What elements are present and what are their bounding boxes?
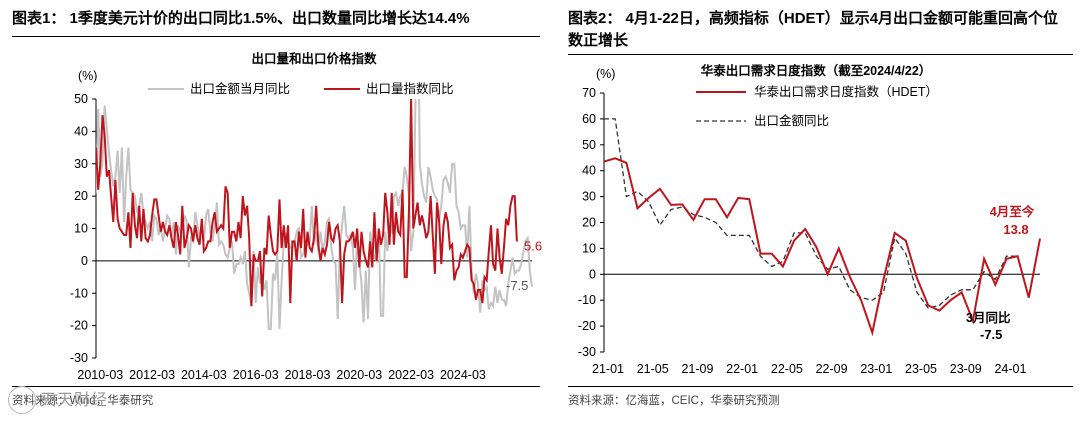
y-tick-label: 30 bbox=[74, 157, 88, 171]
y-tick-label: 0 bbox=[81, 254, 88, 268]
end-label-export-value: -7.5 bbox=[506, 278, 528, 293]
x-tick-label: 23-09 bbox=[950, 362, 982, 376]
right-chart: -30 -20 -10 0 10 20 30 40 50 60 70(%) 21-01 21-05 21-… bbox=[578, 67, 1041, 376]
end-label-export-volume: 5.6 bbox=[524, 239, 542, 254]
figure-right: 图表2： 4月1-22日，高频指标（HDET）显示4月出口金额可能重回高个位数正… bbox=[556, 0, 1076, 421]
x-tick-label: 22-01 bbox=[726, 362, 758, 376]
x-tick-label: 2014-03 bbox=[181, 368, 227, 382]
x-tick-label: 21-05 bbox=[637, 362, 669, 376]
series-line-export-value bbox=[96, 99, 533, 330]
y-tick-label: 20 bbox=[74, 189, 88, 203]
y-tick-label: 60 bbox=[582, 112, 596, 126]
x-tick-label: 23-01 bbox=[860, 362, 892, 376]
y-axis-unit: (%) bbox=[78, 69, 97, 83]
y-tick-label: 30 bbox=[582, 190, 596, 204]
annotation-march-label: 3月同比 bbox=[966, 310, 1011, 325]
y-tick-label: 50 bbox=[582, 138, 596, 152]
x-tick-label: 2016-03 bbox=[233, 368, 279, 382]
series-line-hdet bbox=[603, 157, 1041, 337]
y-tick-label: 70 bbox=[582, 86, 596, 100]
x-tick-label: 22-05 bbox=[771, 362, 803, 376]
y-tick-label: 10 bbox=[582, 241, 596, 255]
series-line-export-value bbox=[604, 118, 1018, 309]
x-tick-label: 2018-03 bbox=[285, 368, 331, 382]
y-tick-label: 0 bbox=[589, 267, 596, 281]
y-axis-unit: (%) bbox=[596, 67, 615, 81]
watermark-logo-icon bbox=[8, 386, 36, 414]
chart-title: 出口量和出口价格指数 bbox=[251, 52, 377, 66]
y-tick-label: -30 bbox=[70, 351, 88, 365]
y-tick-label: -30 bbox=[578, 345, 596, 359]
y-tick-label: -20 bbox=[578, 319, 596, 333]
annotation-april-label: 4月至今 bbox=[990, 204, 1035, 219]
x-tick-label: 2022-03 bbox=[388, 368, 434, 382]
title-rule bbox=[12, 36, 540, 37]
legend-label-export-value: 出口金额当月同比 bbox=[190, 81, 290, 96]
x-tick-label: 21-01 bbox=[592, 362, 624, 376]
legend-label-export-volume: 出口量指数同比 bbox=[366, 81, 454, 96]
x-tick-label: 2020-03 bbox=[336, 368, 382, 382]
x-tick-label: 22-09 bbox=[816, 362, 848, 376]
figure-title: 图表2： 4月1-22日，高频指标（HDET）显示4月出口金额可能重回高个位数正… bbox=[568, 10, 1059, 49]
source-rule bbox=[12, 386, 540, 387]
figure-left: 图表1： 1季度美元计价的出口同比1.5%、出口数量同比增长达14.4% 出口量… bbox=[8, 10, 542, 414]
chart-title: 华泰出口需求日度指数（截至2024/4/22） bbox=[700, 64, 932, 78]
series-line-export-volume bbox=[96, 99, 518, 307]
x-tick-label: 2010-03 bbox=[77, 368, 123, 382]
y-tick-label: 20 bbox=[582, 216, 596, 230]
figure-title: 图表1： 1季度美元计价的出口同比1.5%、出口数量同比增长达14.4% bbox=[12, 10, 470, 27]
annotation-april-value: 13.8 bbox=[1003, 222, 1028, 237]
source-note: 资料来源：亿海蓝，CEIC，华泰研究预测 bbox=[568, 395, 780, 407]
y-tick-label: 40 bbox=[582, 164, 596, 178]
title-rule bbox=[568, 54, 1073, 55]
x-tick-label: 21-09 bbox=[681, 362, 713, 376]
legend-label-hdet: 华泰出口需求日度指数（HDET） bbox=[754, 84, 938, 99]
y-tick-label: -10 bbox=[70, 286, 88, 300]
x-tick-label: 23-05 bbox=[905, 362, 937, 376]
y-tick-label: 40 bbox=[74, 124, 88, 138]
annotation-march-value: -7.5 bbox=[980, 327, 1002, 342]
x-tick-label: 24-01 bbox=[994, 362, 1026, 376]
watermark: 天天财经 bbox=[40, 392, 109, 409]
left-chart: -30 -20 -10 0 10 20 30 40 50 (%) 2010-03 2012-03 201… bbox=[70, 69, 542, 382]
y-tick-label: 10 bbox=[74, 222, 88, 236]
y-tick-label: 50 bbox=[74, 92, 88, 106]
legend-label-export-value: 出口金额同比 bbox=[754, 113, 829, 128]
x-tick-label: 2012-03 bbox=[129, 368, 175, 382]
y-tick-label: -20 bbox=[70, 319, 88, 333]
source-rule bbox=[568, 386, 1073, 387]
y-tick-label: -10 bbox=[578, 293, 596, 307]
source-note: 资料来源：Wind，华泰研究 bbox=[12, 395, 154, 407]
x-tick-label: 2024-03 bbox=[440, 368, 486, 382]
